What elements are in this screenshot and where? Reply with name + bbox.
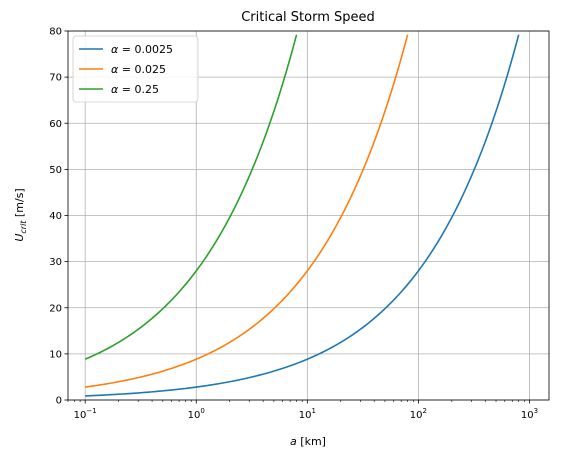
y-tick-label: 20: [49, 303, 62, 314]
legend-box: [72, 35, 199, 103]
series-line: [85, 34, 409, 388]
legend: α = 0.0025 α = 0.025 α = 0.25: [72, 35, 199, 103]
x-axis-label-var: a: [290, 435, 297, 448]
y-tick-label: 70: [49, 73, 62, 84]
x-tick-label: 100: [188, 407, 205, 421]
y-axis: 0 10 20 30 40 50 60 70 80: [49, 27, 68, 407]
legend-entry: α = 0.25: [111, 83, 159, 96]
series-line: [85, 34, 520, 397]
chart-title: Critical Storm Speed: [241, 10, 375, 25]
y-tick-label: 60: [49, 119, 62, 130]
plot-lines: [84, 34, 520, 397]
y-tick-label: 50: [49, 165, 62, 176]
x-axis-label: a [km]: [290, 435, 326, 448]
y-tick-label: 80: [49, 27, 62, 38]
x-axis-label-unit: [km]: [297, 435, 326, 448]
y-tick-label: 30: [49, 257, 62, 268]
legend-entry: α = 0.0025: [111, 43, 173, 56]
x-tick-label: 102: [410, 407, 427, 421]
x-tick-label: 10−1: [74, 407, 97, 421]
y-tick-label: 0: [56, 396, 62, 407]
series-line: [84, 34, 298, 360]
y-axis-label-unit: [m/s]: [13, 188, 26, 220]
y-axis-label: Ucrit [m/s]: [13, 188, 28, 241]
plot-frame: [67, 30, 550, 401]
x-axis: 10−1 100 101 102 103: [67, 400, 538, 421]
y-axis-label-sub: crit: [19, 220, 28, 234]
y-tick-label: 10: [49, 349, 62, 360]
legend-entry: α = 0.025: [111, 63, 166, 76]
x-tick-label: 103: [521, 407, 538, 421]
x-tick-label: 101: [299, 407, 316, 421]
y-axis-label-var: U: [13, 234, 26, 242]
y-tick-label: 40: [49, 211, 62, 222]
